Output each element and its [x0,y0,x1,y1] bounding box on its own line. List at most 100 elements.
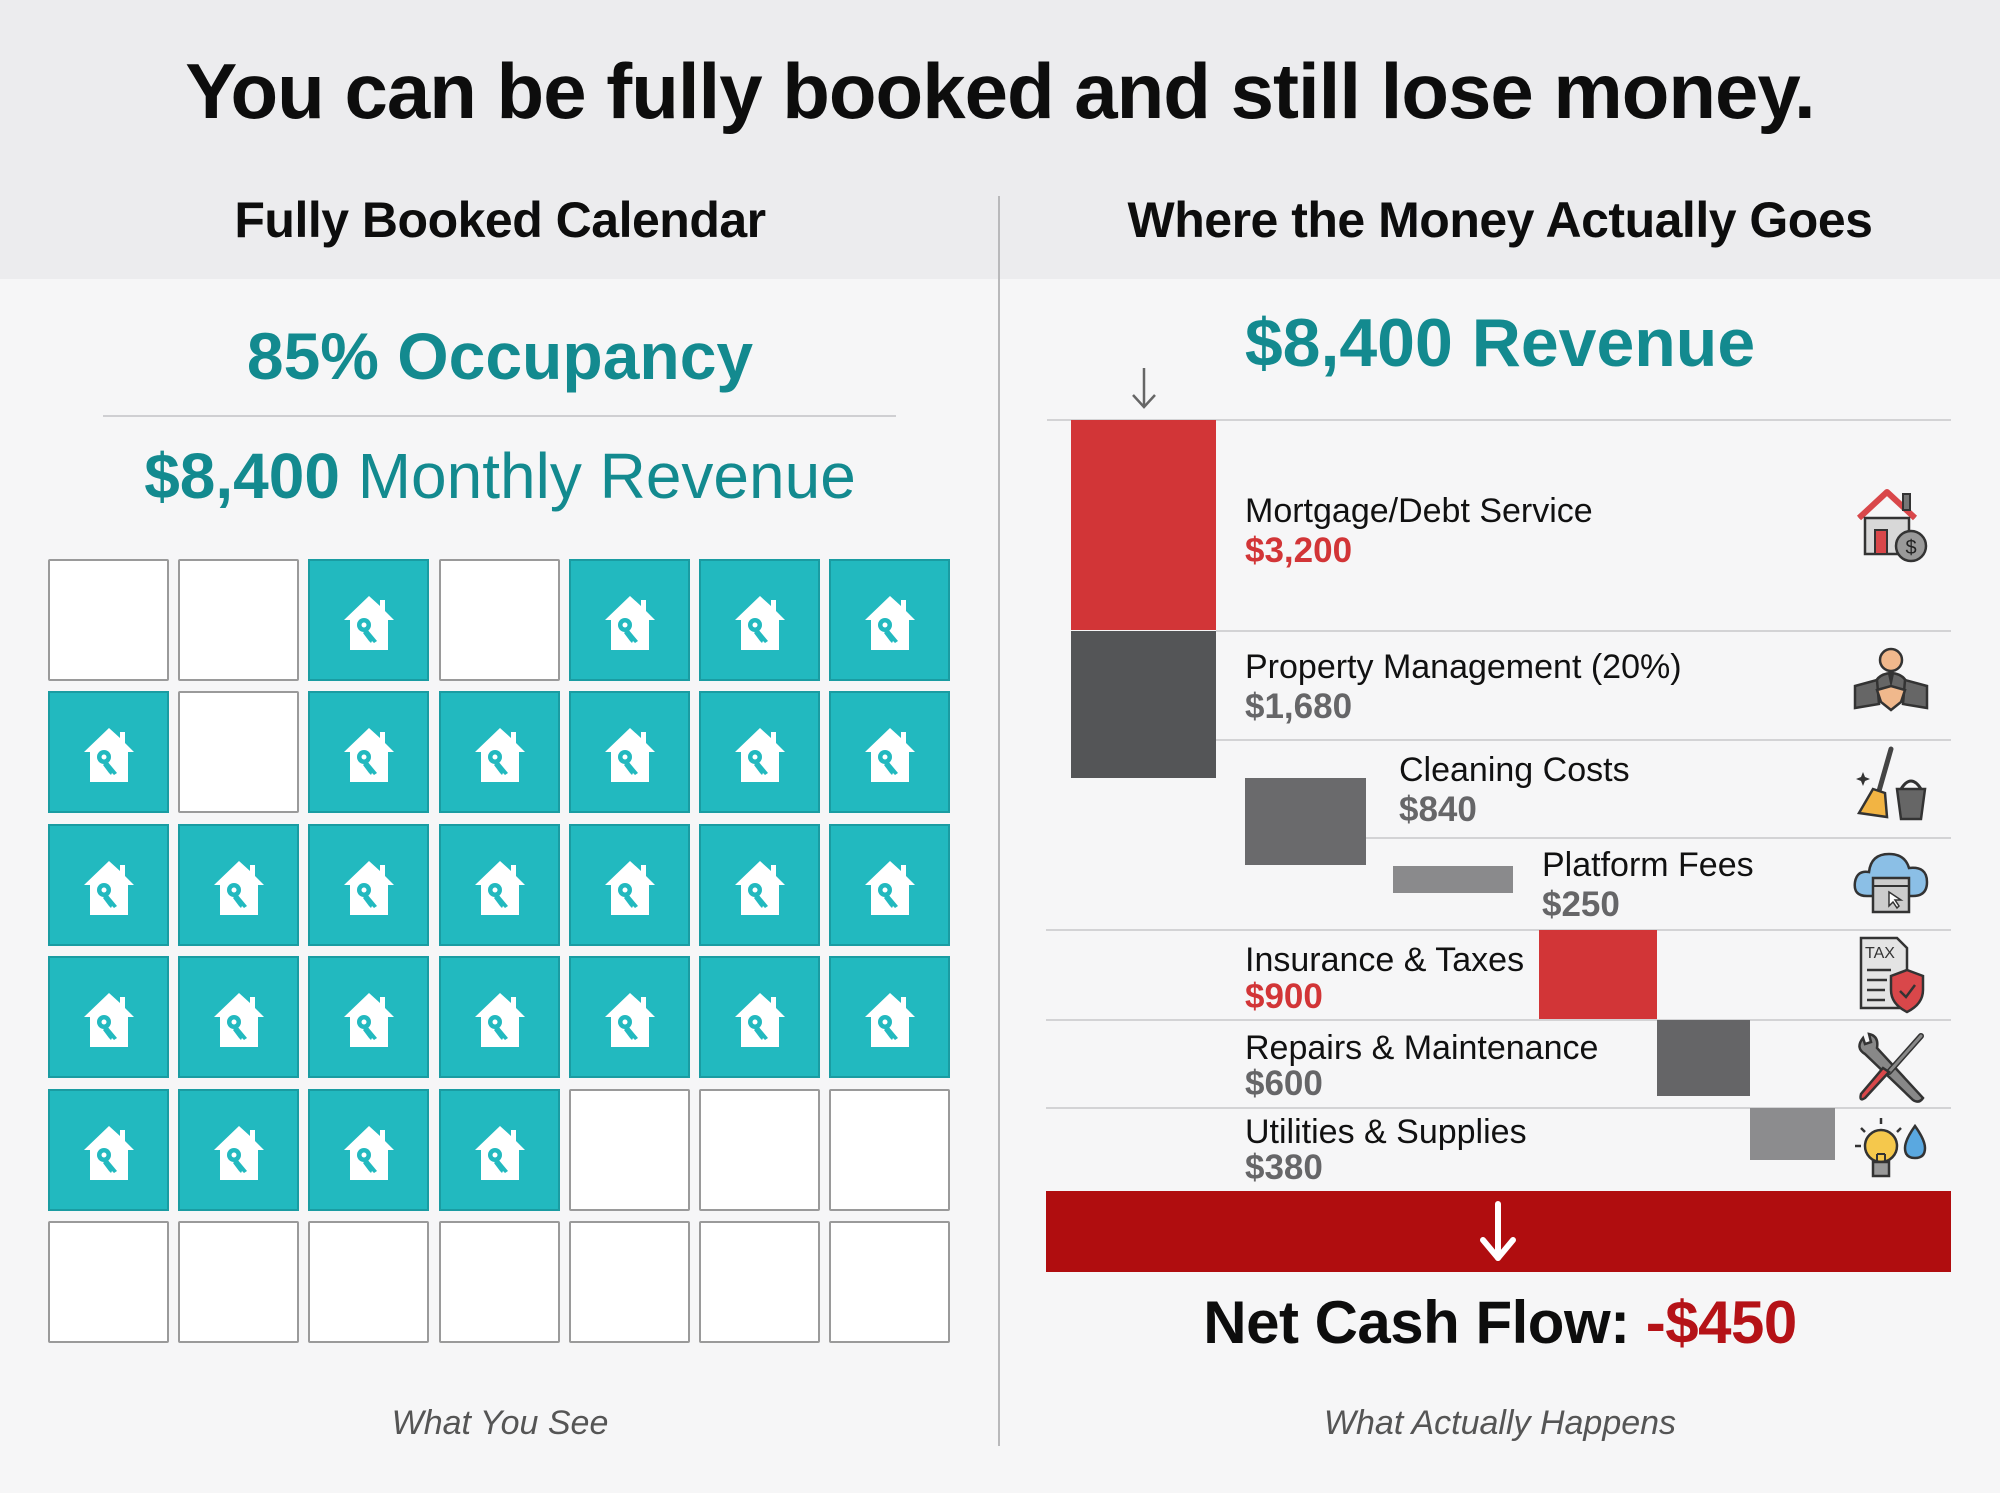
calendar-day-empty [308,1221,430,1343]
house-key-icon [214,993,265,1048]
calendar-day-booked [308,559,430,681]
house-key-icon [865,993,916,1048]
house-key-icon [604,596,655,650]
expense-label: Repairs & Maintenance [1245,1029,1599,1067]
calendar-day-booked [178,1088,300,1211]
house-key-icon [84,728,134,783]
calendar-day-booked [829,559,951,681]
expense-amount: $840 [1399,790,1477,829]
net-cash-flow-label: Net Cash Flow: [1203,1289,1630,1356]
expense-label: Mortgage/Debt Service [1245,492,1593,530]
calendar-day-booked [178,823,300,946]
house-key-icon [84,1125,134,1180]
calendar-day-booked [438,823,560,946]
row-separator [1046,1019,1951,1021]
calendar-day-booked [699,956,820,1079]
right-panel-heading: Where the Money Actually Goes [1127,192,1873,248]
calendar-day-booked [568,559,690,681]
calendar-day-booked [829,956,951,1079]
row-separator [1216,630,1951,632]
calendar-day-booked [308,691,430,814]
calendar-day-empty [438,1221,560,1343]
house-key-icon [84,993,134,1048]
expense-bar [1071,420,1216,630]
calendar-day-booked [438,1088,560,1211]
calendar-day-booked [438,691,560,814]
left-caption: What You See [391,1404,609,1442]
wrench-screwdriver-icon [1851,1028,1931,1108]
house-key-icon [214,1125,265,1180]
calendar-day-empty [568,1088,690,1211]
monthly-revenue-stat: $8,400 Monthly Revenue [0,438,1000,514]
expense-bar [1071,631,1216,778]
calendar-day-empty [568,1221,690,1343]
tax-shield-icon: TAX [1851,934,1931,1014]
house-key-icon [344,728,395,783]
house-key-icon [84,860,134,915]
net-cash-flow-value: -$450 [1645,1289,1797,1356]
calendar-day-booked [699,691,820,814]
house-key-icon [474,1125,525,1180]
occupancy-stat: 85% Occupancy [246,319,754,393]
expense-amount: $600 [1245,1064,1323,1103]
calendar-day-empty [438,559,560,681]
arrow-down-icon [1480,1201,1516,1261]
expense-bar [1657,1020,1750,1096]
row-separator [1047,419,1951,421]
calendar-day-empty [178,1221,300,1343]
calendar-day-empty [48,559,169,681]
house-key-icon [865,596,916,650]
expense-amount: $900 [1245,977,1323,1016]
row-separator [1366,837,1951,839]
calendar-day-booked [438,956,560,1079]
calendar-day-booked [829,691,951,814]
expense-label: Cleaning Costs [1399,751,1630,789]
house-dollar-icon: $ [1851,486,1931,566]
house-key-icon [344,860,395,915]
arrow-down-icon [1132,368,1156,409]
house-key-icon [344,993,395,1048]
svg-text:TAX: TAX [1865,945,1895,962]
calendar-day-booked [568,691,690,814]
calendar-day-booked [48,956,169,1079]
calendar-day-booked [308,956,430,1079]
calendar-day-empty [48,1221,169,1343]
right-caption: What Actually Happens [1323,1404,1677,1442]
house-key-icon [735,728,785,783]
calendar-day-empty [829,1088,951,1211]
expense-label: Property Management (20%) [1245,648,1682,686]
header-band [0,0,2000,279]
house-key-icon [735,596,785,650]
house-key-icon [474,993,525,1048]
row-separator [1046,929,1951,931]
expense-amount: $1,680 [1245,687,1353,726]
expense-bar [1245,778,1366,865]
left-panel-heading: Fully Booked Calendar [234,192,766,248]
svg-text:$: $ [1905,537,1916,559]
calendar-day-booked [178,956,300,1079]
calendar-day-booked [48,823,169,946]
calendar-day-booked [48,1088,169,1211]
calendar-day-booked [308,1088,430,1211]
calendar-day-booked [829,823,951,946]
house-key-icon [474,860,525,915]
expense-amount: $250 [1542,885,1620,924]
calendar-day-booked [48,691,169,814]
expense-amount: $380 [1245,1148,1323,1187]
handshake-manager-icon [1851,646,1931,726]
calendar-day-empty [178,559,300,681]
calendar-day-empty [829,1221,951,1343]
house-key-icon [344,596,395,650]
calendar-day-empty [699,1088,820,1211]
calendar-day-booked [568,956,690,1079]
calendar-day-empty [699,1221,820,1343]
row-separator [1216,739,1951,741]
calendar-day-booked [308,823,430,946]
house-key-icon [865,860,916,915]
monthly-revenue-amount: $8,400 [144,440,340,512]
calendar-day-empty [178,691,300,814]
cloud-browser-icon [1851,842,1931,922]
house-key-icon [865,728,916,783]
expense-amount: $3,200 [1245,531,1353,570]
house-key-icon [604,860,655,915]
